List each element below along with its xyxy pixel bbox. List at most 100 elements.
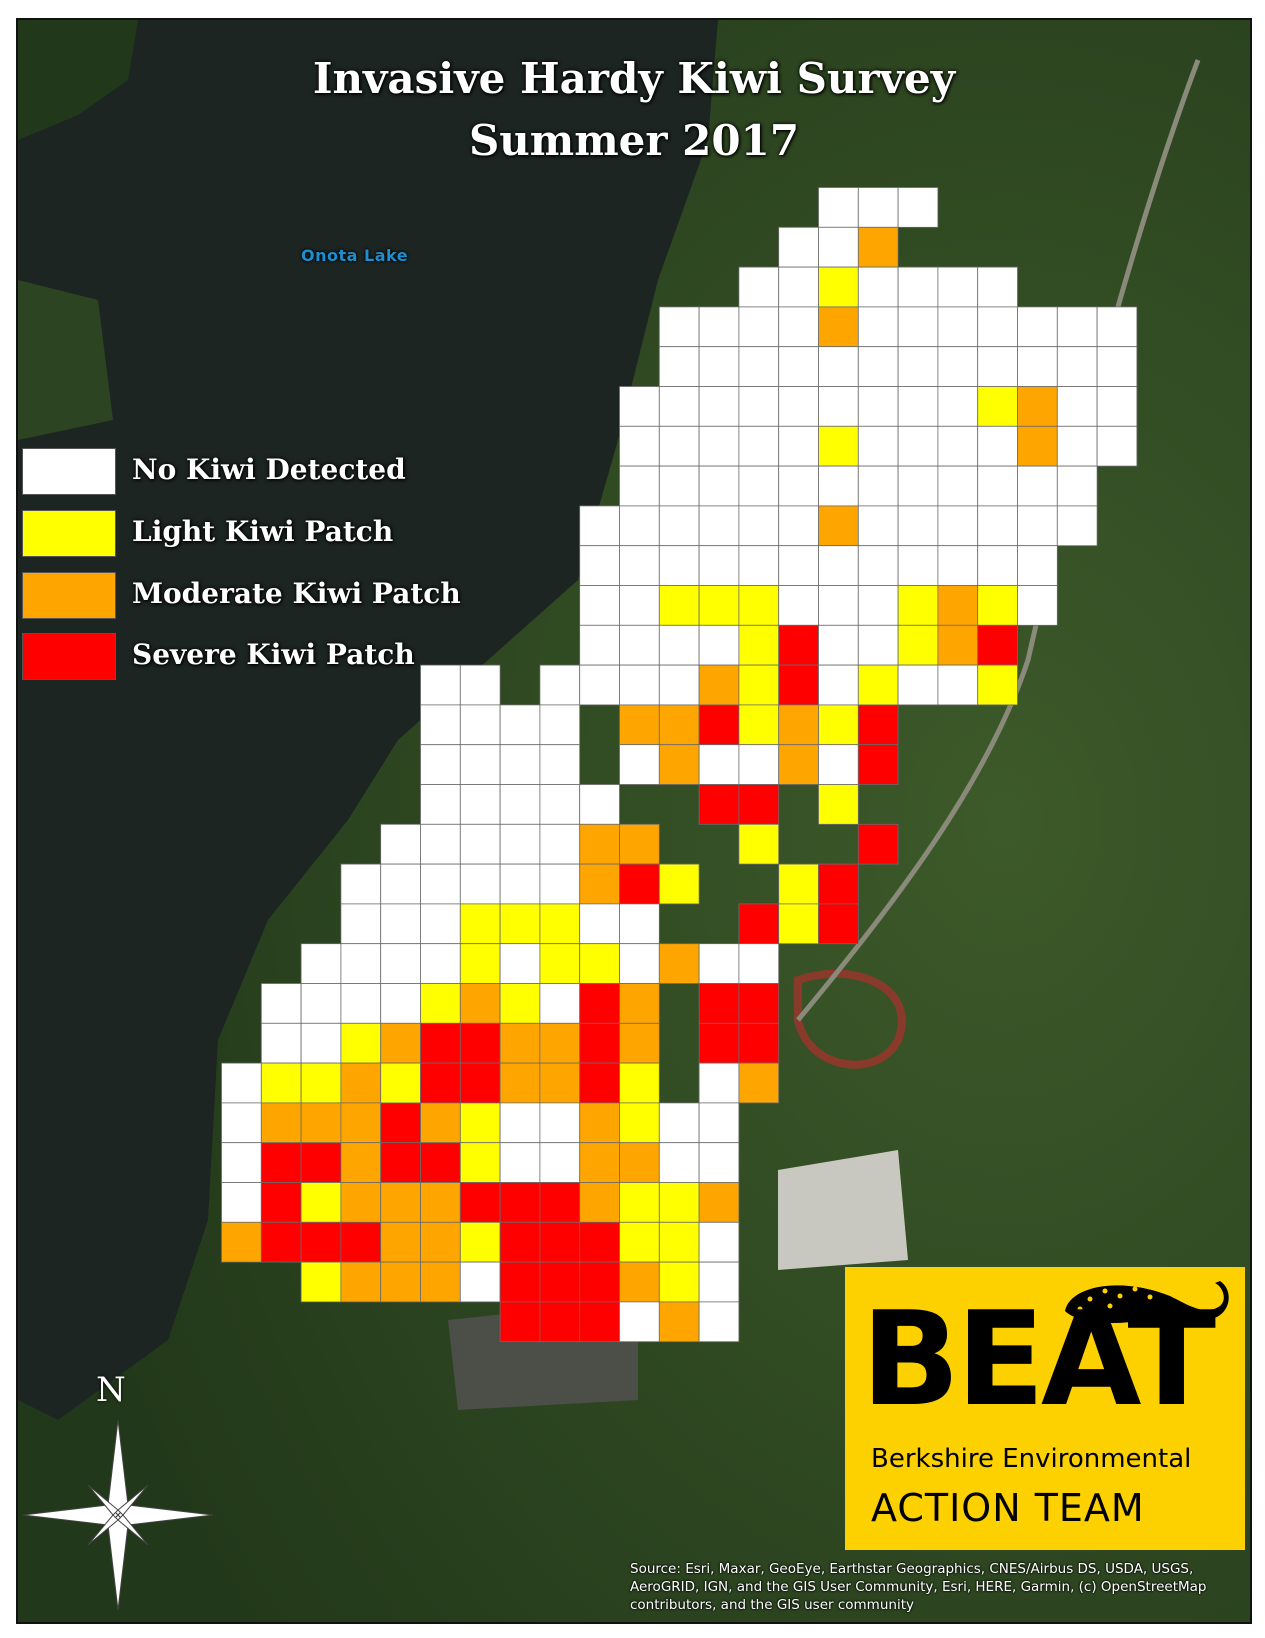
survey-cell [977,585,1018,626]
survey-cell [340,1102,382,1144]
survey-cell [778,306,819,348]
survey-cell [499,1102,541,1144]
survey-cell [579,1142,620,1183]
survey-cell [619,903,660,945]
survey-cell [260,1182,302,1223]
survey-cell [778,346,819,387]
survey-cell [1017,346,1058,387]
building-roof [778,1150,908,1270]
survey-cell [619,425,660,467]
survey-cell [340,1022,382,1064]
survey-cell [499,1221,541,1263]
survey-cell [619,1261,660,1303]
survey-cell [300,943,342,984]
survey-cell [658,744,700,785]
survey-cell [619,1142,660,1183]
survey-cell [380,1182,421,1223]
map-title-line2: Summer 2017 [468,116,800,165]
lake-water [18,20,718,1420]
survey-cell [977,266,1018,308]
survey-cell [260,983,302,1024]
survey-cell [937,585,979,626]
survey-cell [300,1261,342,1303]
survey-cell [221,1221,262,1263]
survey-cell [539,943,581,984]
survey-cell [857,465,899,507]
survey-cell [459,1062,501,1104]
survey-cell [738,545,780,586]
logo-line2: ACTION TEAM [871,1486,1145,1530]
survey-cell [619,1022,660,1064]
shore-land [18,280,113,440]
survey-cell [459,1221,501,1263]
survey-cell [300,983,342,1024]
survey-cell [698,624,740,666]
survey-cell [698,1142,740,1183]
survey-cell [698,585,740,626]
survey-cell [658,386,700,427]
survey-cell [340,983,382,1024]
survey-cell [380,1062,421,1104]
survey-cell [818,704,859,746]
survey-cell [1096,346,1138,387]
survey-cell [221,1142,262,1183]
survey-cell [818,187,859,228]
survey-cell [937,346,979,387]
survey-cell [977,545,1018,586]
survey-cell [658,545,700,586]
survey-cell [539,1301,581,1343]
survey-cell [221,1102,262,1144]
survey-cell [539,784,581,825]
survey-cell [459,943,501,984]
survey-cell [459,1142,501,1183]
survey-cell [857,823,899,865]
survey-cell [698,505,740,547]
survey-cell [340,1261,382,1303]
survey-cell [459,704,501,746]
survey-cell [300,1102,342,1144]
survey-cell [658,943,700,984]
survey-cell [539,1102,581,1144]
survey-cell [738,505,780,547]
survey-cell [300,1142,342,1183]
survey-cell [977,664,1018,706]
survey-cell [1056,465,1098,507]
survey-cell [1056,425,1098,467]
survey-cell [818,903,859,945]
survey-cell [300,1022,342,1064]
survey-cell [818,306,859,348]
survey-cell [857,505,899,547]
survey-cell [579,585,620,626]
survey-cell [579,1102,620,1144]
lake-label: Onota Lake [301,246,409,265]
survey-cell [579,1022,620,1064]
survey-cell [1017,505,1058,547]
survey-cell [698,386,740,427]
survey-cell [499,823,541,865]
survey-cell [937,505,979,547]
survey-cell [698,545,740,586]
survey-cell [738,1022,780,1064]
survey-cell [420,664,461,706]
survey-cell [619,624,660,666]
survey-cell [778,386,819,427]
survey-cell [738,386,780,427]
survey-cell [499,1022,541,1064]
survey-cell [619,1301,660,1343]
survey-cell [658,306,700,348]
survey-cell [698,1221,740,1263]
survey-cell [778,585,819,626]
survey-cell [420,903,461,945]
survey-cell [778,266,819,308]
survey-cell [778,624,819,666]
survey-cell [698,346,740,387]
survey-cell [260,1022,302,1064]
survey-cell [619,386,660,427]
survey-cell [937,465,979,507]
logo-line1: Berkshire Environmental [871,1444,1192,1474]
survey-cell [619,744,660,785]
survey-cell [459,784,501,825]
survey-cell [459,983,501,1024]
legend-label: Moderate Kiwi Patch [132,577,461,610]
survey-cell [380,983,421,1024]
